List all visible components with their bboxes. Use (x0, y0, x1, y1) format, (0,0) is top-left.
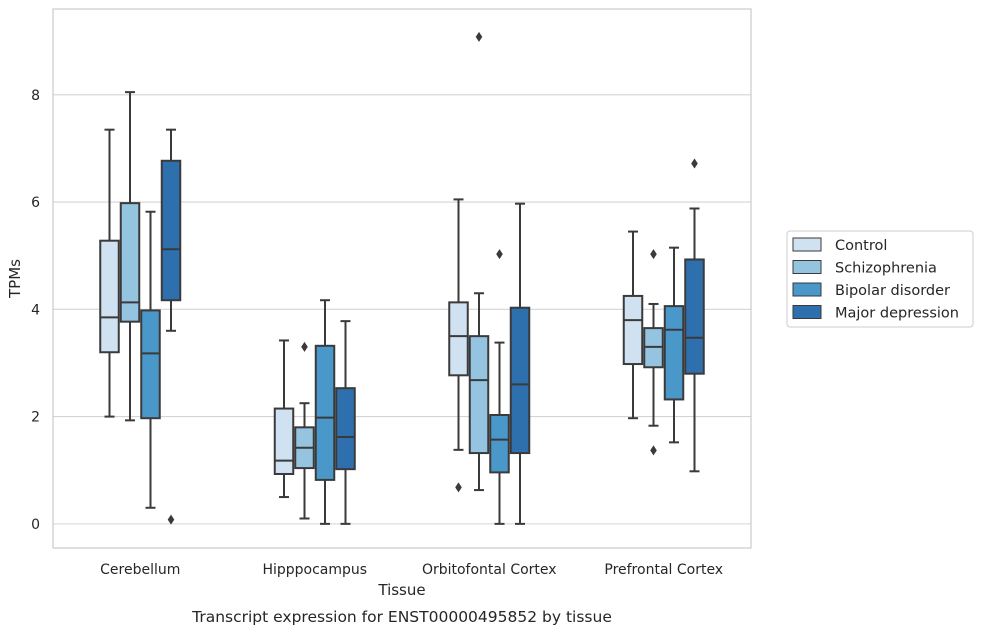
box-bipolar-disorder (140, 210, 161, 509)
box-schizophrenia (119, 91, 141, 422)
outlier-point (496, 249, 503, 260)
box-bipolar-disorder (314, 299, 336, 525)
legend-swatch (792, 260, 822, 274)
box-control (448, 198, 469, 493)
x-tick-label: Hipppocampus (262, 562, 367, 578)
x-tick-label: Orbitofontal Cortex (422, 562, 557, 578)
box-body (509, 306, 531, 455)
box-major-depression (684, 158, 705, 473)
legend-frame (786, 230, 974, 328)
box-schizophrenia (643, 249, 664, 456)
box-schizophrenia (468, 31, 490, 492)
legend-label: Major depression (835, 306, 959, 322)
box-control (99, 128, 120, 418)
x-tick-label: Prefrontal Cortex (604, 562, 723, 578)
box-body (489, 413, 510, 474)
y-tick-label: 2 (31, 410, 40, 426)
y-tick-labels: 0 2 4 6 8 (31, 88, 40, 533)
box-body (622, 294, 644, 366)
y-tick-label: 0 (31, 517, 40, 533)
legend-swatch (792, 237, 822, 252)
box-body (160, 159, 182, 302)
box-body (468, 335, 490, 455)
boxes-layer (99, 31, 705, 525)
box-major-depression (509, 202, 531, 525)
box-body (99, 239, 120, 354)
plot-frame (52, 8, 752, 549)
legend-swatch (792, 305, 822, 319)
box-body (684, 258, 705, 375)
y-axis-title: TPMs (6, 259, 24, 299)
outlier-point (455, 482, 462, 493)
legend-label: Control (835, 238, 887, 254)
box-body (448, 301, 469, 377)
outlier-point (650, 249, 657, 260)
x-axis-title: Tissue (377, 581, 425, 599)
box-major-depression (160, 128, 182, 525)
box-body (663, 305, 685, 401)
outlier-point (650, 445, 657, 456)
y-tick-label: 8 (31, 88, 40, 104)
outlier-point (691, 158, 698, 169)
gridlines (53, 94, 751, 525)
box-schizophrenia (294, 341, 315, 520)
chart-caption: Transcript expression for ENST0000049585… (191, 608, 612, 626)
legend-label: Bipolar disorder (835, 283, 950, 299)
box-body (273, 407, 295, 475)
box-control (622, 230, 644, 420)
legend: Control Schizophrenia Bipolar disorder Majo… (786, 230, 974, 328)
outlier-point (167, 514, 175, 525)
x-tick-labels: Cerebellum Hipppocampus Orbitofontal Corte… (100, 562, 723, 578)
y-tick-label: 4 (31, 302, 40, 318)
legend-swatch (792, 282, 822, 297)
outlier-point (301, 341, 308, 352)
outlier-point (475, 31, 483, 42)
box-body (119, 202, 141, 323)
box-body (335, 387, 356, 471)
box-major-depression (335, 320, 356, 525)
box-bipolar-disorder (663, 246, 685, 444)
y-tick-label: 6 (31, 195, 40, 211)
box-body (314, 344, 336, 481)
x-tick-label: Cerebellum (100, 562, 180, 578)
box-body (140, 309, 161, 420)
box-bipolar-disorder (489, 249, 510, 525)
legend-label: Schizophrenia (835, 261, 937, 277)
box-control (273, 339, 295, 499)
